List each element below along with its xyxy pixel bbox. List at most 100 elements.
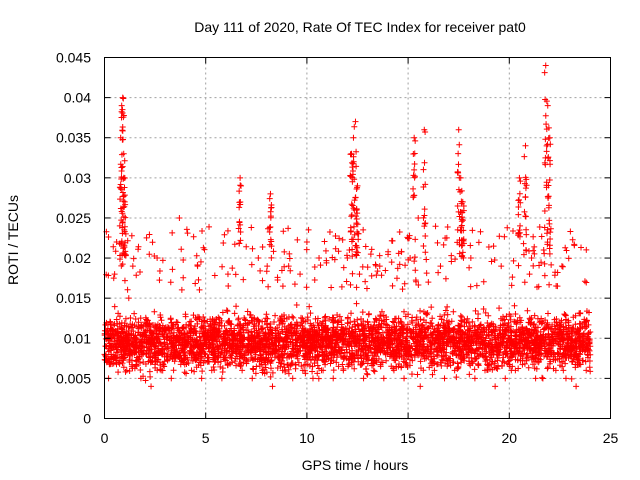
data-point-cloud bbox=[541, 272, 548, 279]
data-point-cloud bbox=[241, 334, 248, 341]
data-point-cloud bbox=[576, 345, 583, 352]
data-point bbox=[455, 126, 462, 133]
data-point-cloud bbox=[291, 329, 298, 336]
data-point-cloud bbox=[142, 314, 149, 321]
data-point-cloud bbox=[399, 329, 406, 336]
data-point-cloud bbox=[264, 315, 271, 322]
data-point-cloud bbox=[209, 356, 216, 363]
data-point-cloud bbox=[358, 354, 365, 361]
data-point-cloud bbox=[435, 269, 442, 276]
data-point-cloud bbox=[349, 246, 356, 253]
data-point-cloud bbox=[235, 315, 242, 322]
data-point-cloud bbox=[314, 362, 321, 369]
data-point bbox=[532, 375, 539, 382]
data-point-cloud bbox=[250, 365, 257, 372]
data-point-cloud bbox=[378, 308, 385, 315]
data-point-cloud bbox=[378, 324, 385, 331]
data-point-cloud bbox=[206, 223, 213, 230]
data-point-cloud bbox=[126, 367, 133, 374]
data-point-cloud bbox=[577, 361, 584, 368]
data-point-cloud bbox=[301, 362, 308, 369]
data-point-cloud bbox=[297, 322, 304, 329]
data-point-cloud bbox=[140, 373, 147, 380]
data-point-cloud bbox=[107, 347, 114, 354]
data-point-cloud bbox=[197, 328, 204, 335]
data-point-cloud bbox=[228, 352, 235, 359]
data-point-cloud bbox=[393, 315, 400, 322]
data-point-cloud bbox=[285, 366, 292, 373]
data-point-cloud bbox=[122, 368, 129, 375]
data-point-cloud bbox=[477, 228, 484, 235]
data-point-cloud bbox=[201, 246, 208, 253]
y-tick-label: 0 bbox=[83, 411, 91, 427]
data-point-spike bbox=[515, 204, 522, 211]
data-point-cloud bbox=[211, 348, 218, 355]
data-point-spike bbox=[237, 229, 244, 236]
data-point-cloud bbox=[347, 281, 354, 288]
data-point-cloud bbox=[363, 356, 370, 363]
data-point-cloud bbox=[305, 226, 312, 233]
data-point-cloud bbox=[434, 239, 441, 246]
data-point-cloud bbox=[104, 331, 111, 338]
data-point-cloud bbox=[534, 315, 541, 322]
data-point-cloud bbox=[322, 358, 329, 365]
data-point-cloud bbox=[252, 351, 259, 358]
data-point-cloud bbox=[570, 314, 577, 321]
data-point-cloud bbox=[484, 362, 491, 369]
data-point-spike bbox=[454, 202, 461, 209]
data-point-cloud bbox=[221, 322, 228, 329]
data-point-cloud bbox=[280, 361, 287, 368]
data-point-cloud bbox=[535, 283, 542, 290]
data-point-spike bbox=[454, 168, 461, 175]
data-point-cloud bbox=[483, 348, 490, 355]
data-point-cloud bbox=[417, 307, 424, 314]
data-point-cloud bbox=[332, 329, 339, 336]
data-point-spike bbox=[459, 214, 466, 221]
data-point-cloud bbox=[468, 336, 475, 343]
data-point-cloud bbox=[451, 335, 458, 342]
data-point-cloud bbox=[353, 284, 360, 291]
data-point-cloud bbox=[323, 257, 330, 264]
data-point bbox=[249, 375, 256, 382]
data-point-cloud bbox=[157, 366, 164, 373]
data-point-cloud bbox=[516, 332, 523, 339]
data-point-cloud bbox=[412, 267, 419, 274]
data-point-cloud bbox=[249, 245, 256, 252]
data-point-cloud bbox=[163, 326, 170, 333]
data-point-cloud bbox=[399, 286, 406, 293]
data-point-cloud bbox=[487, 337, 494, 344]
data-point-cloud bbox=[221, 231, 228, 238]
data-point-spike bbox=[236, 219, 243, 226]
data-point-cloud bbox=[373, 272, 380, 279]
data-point-cloud bbox=[179, 347, 186, 354]
data-point-cloud bbox=[406, 342, 413, 349]
data-point-cloud bbox=[270, 248, 277, 255]
data-point-cloud bbox=[140, 347, 147, 354]
data-point-cloud bbox=[105, 233, 112, 240]
data-point-cloud bbox=[437, 338, 444, 345]
data-point-cloud bbox=[170, 344, 177, 351]
data-point-cloud bbox=[564, 347, 571, 354]
data-point-cloud bbox=[472, 307, 479, 314]
data-point-cloud bbox=[504, 224, 511, 231]
data-point-spike bbox=[542, 112, 549, 119]
data-point-cloud bbox=[295, 348, 302, 355]
data-point-cloud bbox=[539, 375, 546, 382]
data-point-cloud bbox=[326, 315, 333, 322]
data-point bbox=[129, 263, 136, 270]
data-point-spike bbox=[348, 227, 355, 234]
data-point-cloud bbox=[583, 246, 590, 253]
data-point-cloud bbox=[584, 317, 591, 324]
data-point-cloud bbox=[171, 358, 178, 365]
data-point-cloud bbox=[389, 237, 396, 244]
data-point-spike bbox=[354, 184, 361, 191]
data-point-cloud bbox=[247, 349, 254, 356]
data-point-cloud bbox=[278, 267, 285, 274]
data-point-cloud bbox=[203, 335, 210, 342]
data-point-spike bbox=[545, 154, 552, 161]
data-point-cloud bbox=[480, 328, 487, 335]
data-point-cloud bbox=[302, 350, 309, 357]
data-point-cloud bbox=[346, 335, 353, 342]
data-point-cloud bbox=[227, 320, 234, 327]
data-point-cloud bbox=[244, 326, 251, 333]
